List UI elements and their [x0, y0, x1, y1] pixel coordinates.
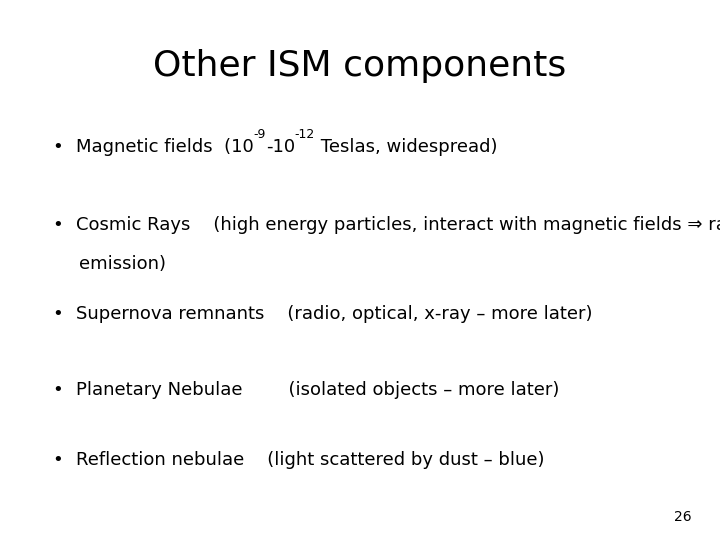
Text: •: • [53, 138, 63, 156]
Text: Other ISM components: Other ISM components [153, 49, 567, 83]
Text: Planetary Nebulae        (isolated objects – more later): Planetary Nebulae (isolated objects – mo… [76, 381, 559, 399]
Text: 26: 26 [674, 510, 691, 524]
Text: Supernova remnants    (radio, optical, x-ray – more later): Supernova remnants (radio, optical, x-ra… [76, 305, 592, 323]
Text: •: • [53, 381, 63, 399]
Text: Teslas, widespread): Teslas, widespread) [315, 138, 498, 156]
Text: •: • [53, 305, 63, 323]
Text: •: • [53, 451, 63, 469]
Text: Reflection nebulae    (light scattered by dust – blue): Reflection nebulae (light scattered by d… [76, 451, 544, 469]
Text: Magnetic fields  (10: Magnetic fields (10 [76, 138, 253, 156]
Text: -10: -10 [266, 138, 295, 156]
Text: -12: -12 [295, 128, 315, 141]
Text: emission): emission) [79, 255, 166, 273]
Text: •: • [53, 216, 63, 234]
Text: -9: -9 [253, 128, 266, 141]
Text: Cosmic Rays    (high energy particles, interact with magnetic fields ⇒ radio: Cosmic Rays (high energy particles, inte… [76, 216, 720, 234]
